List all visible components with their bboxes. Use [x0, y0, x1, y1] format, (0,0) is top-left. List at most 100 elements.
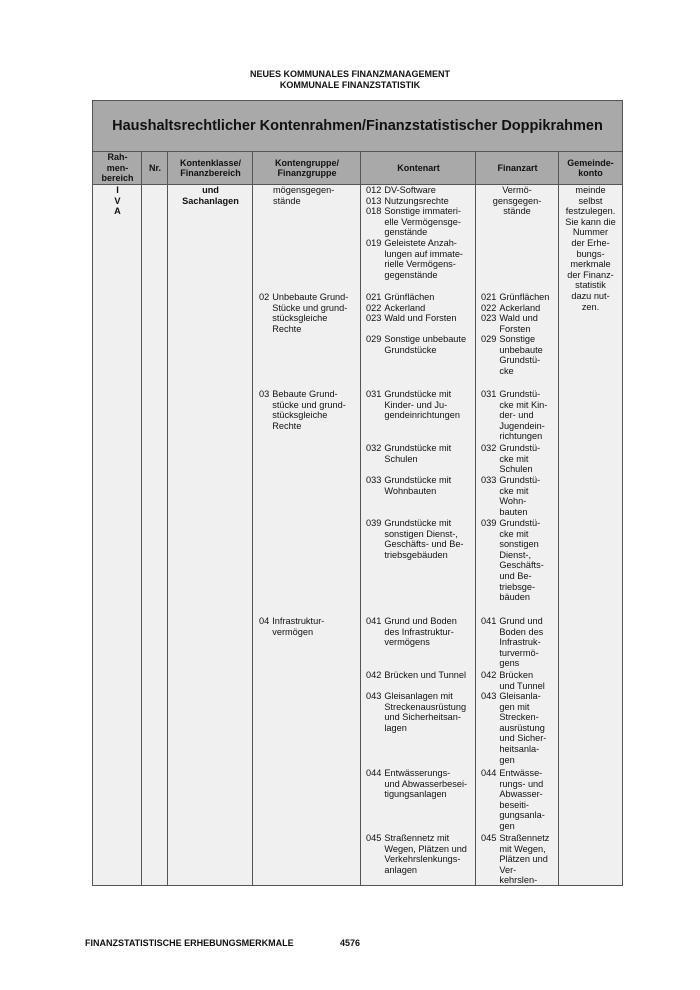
finanzart-entry: 031 Grundstü- cke mit Kin- der- und Jugen…	[481, 389, 547, 442]
account-code: 044	[366, 768, 382, 778]
account-code: 021	[366, 292, 382, 302]
account-label: Geleistete Anzah- lungen auf immate- rie…	[384, 238, 463, 280]
column-divider	[167, 152, 168, 885]
account-code: 042	[366, 670, 382, 680]
account-label: Sonstige unbebaute Grundstücke	[384, 334, 467, 355]
finanzart-entry: Vermö- gensgegen- stände	[477, 185, 557, 217]
column-divider	[475, 152, 476, 885]
account-code: 041	[481, 616, 497, 626]
account-label: Grundstü- cke mit Kin- der- und Jugendei…	[499, 389, 548, 442]
finanzart-entry: 033 Grundstü- cke mit Wohn- bauten	[481, 475, 540, 517]
account-code: 022	[366, 302, 382, 313]
kontenart-entry: 022 Ackerland	[366, 303, 425, 314]
header-line-2: KOMMUNALE FINANZSTATISTIK	[279, 80, 421, 90]
account-label: Entwässerungs- und Abwasserbesei- tigung…	[384, 768, 468, 800]
account-code: 033	[366, 475, 382, 485]
kontengruppe-entry: 02 Unbebaute Grund- Stücke und grund- stü…	[259, 292, 348, 334]
account-code: 021	[481, 292, 497, 302]
account-code: 032	[366, 443, 382, 453]
account-label: Grundstü- cke mit Wohn- bauten	[499, 475, 541, 517]
kontenart-entry: 033 Grundstücke mit Wohnbauten	[366, 475, 451, 496]
account-label: Bebaute Grund- stücke und grund- stücksg…	[272, 389, 346, 431]
kontenart-entry: 041 Grund und Boden des Infrastruktur- ve…	[366, 616, 457, 648]
kontengruppe-entry: mögensgegen- stände	[259, 185, 334, 206]
account-code: 012	[366, 185, 382, 195]
table-title: Haushaltsrechtlicher Kontenrahmen/Finanz…	[93, 101, 622, 152]
col-header-gemeindekonto: Gemeinde- konto	[567, 157, 614, 179]
account-code: 042	[481, 670, 497, 680]
finanzart-entry: 044 Entwässe- rungs- und Abwasser- beseit…	[481, 768, 545, 832]
kontenart-entry: 044 Entwässerungs- und Abwasserbesei- tig…	[366, 768, 467, 800]
account-code: 022	[481, 302, 497, 313]
account-code: 018	[366, 206, 382, 217]
account-code: 023	[481, 313, 497, 324]
account-label: Infrastruktur- vermögen	[272, 616, 325, 637]
account-label: Grundstücke mit Kinder- und Ju- gendeinr…	[384, 389, 460, 421]
kontengruppe-entry: 04 Infrastruktur- vermögen	[259, 616, 324, 637]
footer-title: FINANZSTATISTISCHE ERHEBUNGSMERKMALE	[85, 938, 294, 948]
account-code: 019	[366, 238, 382, 248]
account-label: mögensgegen- stände	[273, 185, 335, 206]
finanzart-entry: 022 Ackerland	[481, 303, 540, 314]
rahmenbereich-cell: I V A	[114, 185, 121, 216]
account-label: Grünflächen	[384, 292, 435, 302]
account-label: Grundstü- cke mit Schulen	[499, 443, 541, 475]
account-code: 04	[259, 616, 270, 626]
account-code: 041	[366, 616, 382, 626]
account-framework-table: Haushaltsrechtlicher Kontenrahmen/Finanz…	[92, 100, 623, 886]
finanzart-entry: 032 Grundstü- cke mit Schulen	[481, 443, 540, 475]
account-code: 02	[259, 292, 270, 302]
finanzart-entry: 039 Grundstü- cke mit sonstigen Dienst-, …	[481, 518, 544, 603]
account-label: Gleisanla- gen mit Strecken- ausrüstung …	[499, 691, 547, 765]
account-code: 043	[481, 691, 497, 701]
account-label: Grundstücke mit sonstigen Dienst-, Gesch…	[384, 518, 464, 560]
account-label: Brücken und Tunnel	[499, 670, 545, 691]
finanzart-entry: 043 Gleisanla- gen mit Strecken- ausrüstu…	[481, 691, 546, 765]
account-code: 013	[366, 195, 382, 206]
account-label: Wald und Forsten	[384, 313, 457, 324]
kontengruppe-entry: 03 Bebaute Grund- stücke und grund- stück…	[259, 389, 346, 431]
account-label: Ackerland	[384, 302, 426, 313]
kontenart-entry: 023 Wald und Forsten	[366, 313, 457, 324]
kontenart-entry: 042 Brücken und Tunnel	[366, 670, 466, 681]
kontenart-entry: 018 Sonstige immateri- elle Vermögensge- …	[366, 206, 461, 238]
account-label: Nutzungsrechte	[384, 195, 449, 206]
finanzart-entry: 023 Wald und Forsten	[481, 313, 538, 334]
kontenart-entry: 013 Nutzungsrechte	[366, 196, 449, 207]
kontenart-entry: 029 Sonstige unbebaute Grundstücke	[366, 334, 466, 355]
account-label: Grundstücke mit Schulen	[384, 443, 452, 464]
account-code: 029	[366, 334, 382, 344]
table-header-row: Rah- men- bereich Nr. Kontenklasse/ Fina…	[93, 152, 622, 185]
column-divider	[252, 152, 253, 885]
column-divider	[141, 152, 142, 885]
col-header-nr: Nr.	[148, 162, 161, 173]
account-label: Brücken und Tunnel	[384, 670, 467, 680]
account-label: Grund und Boden des Infrastruk- turvermö…	[499, 616, 544, 669]
account-label: Grundstü- cke mit sonstigen Dienst-, Ges…	[499, 518, 544, 603]
account-label: Wald und Forsten	[499, 313, 538, 334]
column-divider	[558, 152, 559, 885]
finanzart-entry: 045 Straßennetz mit Wegen, Plätzen und Ve…	[481, 833, 549, 886]
column-divider	[360, 152, 361, 885]
col-header-kontengruppe: Kontengruppe/ Finanzgruppe	[275, 157, 339, 179]
kontenart-entry: 032 Grundstücke mit Schulen	[366, 443, 451, 464]
account-label: Straßennetz mit Wegen, Plätzen und Ver- …	[499, 833, 550, 886]
account-code: 044	[481, 768, 497, 778]
account-label: DV-Software	[384, 185, 436, 195]
col-header-finanzart: Finanzart	[497, 162, 538, 173]
finanzart-entry: 021 Grünflächen	[481, 292, 549, 303]
account-code: 031	[366, 389, 382, 399]
col-header-kontenklasse: Kontenklasse/ Finanzbereich	[179, 157, 242, 179]
kontenart-entry: 012 DV-Software	[366, 185, 436, 196]
kontenklasse-cell: und Sachanlagen	[182, 185, 239, 206]
account-code: 045	[481, 833, 497, 843]
account-label: Grundstücke mit Wohnbauten	[384, 475, 452, 496]
kontenart-entry: 019 Geleistete Anzah- lungen auf immate- …	[366, 238, 463, 280]
account-label: Ackerland	[499, 302, 541, 313]
account-label: Entwässe- rungs- und Abwasser- beseiti- …	[499, 768, 545, 831]
gemeindekonto-cell: meinde selbst festzulegen. Sie kann die …	[565, 185, 616, 312]
finanzart-entry: 029 Sonstige unbebaute Grundstü- cke	[481, 334, 543, 376]
kontenart-entry: 021 Grünflächen	[366, 292, 434, 303]
header-line-1: NEUES KOMMUNALES FINANZMANAGEMENT	[250, 69, 450, 79]
